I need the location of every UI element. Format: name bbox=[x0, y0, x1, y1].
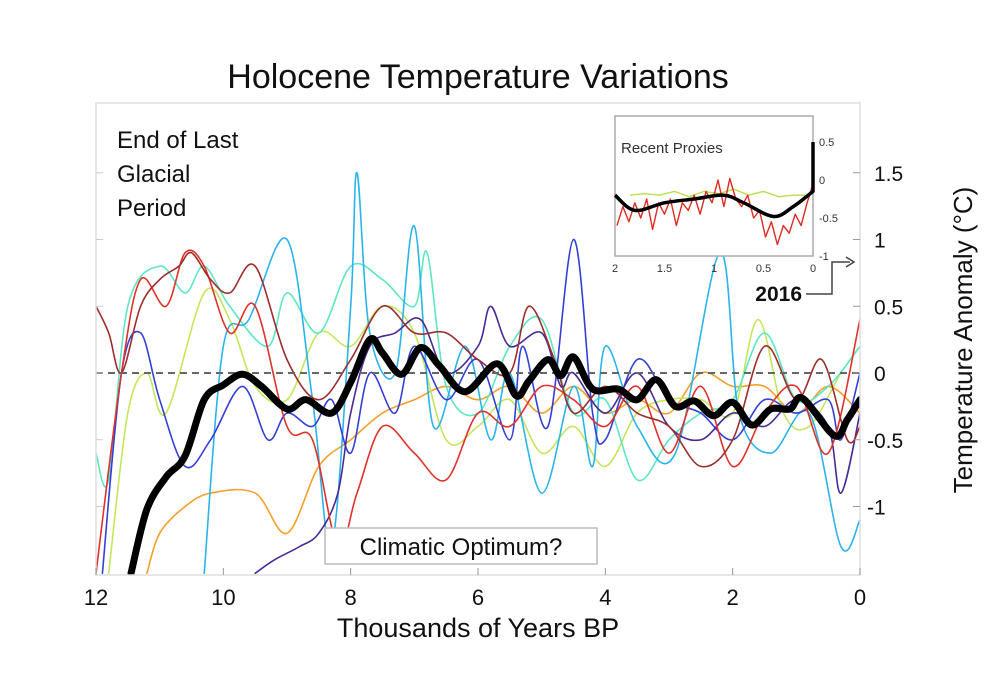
inset-x-tick-label: 0.5 bbox=[756, 263, 771, 275]
x-tick-label: 12 bbox=[84, 585, 108, 610]
x-tick-label: 0 bbox=[854, 585, 866, 610]
y-tick-label: -1 bbox=[867, 497, 886, 520]
y-ticks: 1.5 1 0.5 0 -0.5 -1 bbox=[96, 163, 903, 520]
chart-title: Holocene Temperature Variations bbox=[227, 58, 728, 96]
x-tick-label: 4 bbox=[599, 585, 611, 610]
y-tick-label: -0.5 bbox=[867, 430, 903, 453]
series-line-proxy-red bbox=[96, 249, 860, 575]
inset-y-tick-label: -1 bbox=[819, 251, 829, 263]
x-ticks: 12 10 8 6 4 2 0 bbox=[84, 568, 866, 610]
y-tick-label: 0.5 bbox=[874, 296, 903, 319]
series-line-proxy-darkred bbox=[96, 251, 860, 468]
inset-y-tick-label: 0 bbox=[819, 175, 825, 187]
series-line-proxy-purple bbox=[254, 305, 860, 575]
annotation-glacial-line3: Period bbox=[117, 195, 186, 222]
inset-line-recent-red bbox=[616, 177, 814, 246]
x-tick-label: 6 bbox=[472, 585, 484, 610]
optimum-box bbox=[324, 527, 598, 565]
annotation-glacial-line1: End of Last bbox=[117, 127, 239, 154]
inset-series-layer bbox=[613, 142, 815, 246]
series-line-proxy-aqua bbox=[96, 250, 860, 488]
y-axis-label: Temperature Anomaly (°C) bbox=[948, 187, 978, 494]
series-layer bbox=[96, 171, 860, 575]
y-tick-label: 1 bbox=[874, 230, 886, 253]
inset-title: Recent Proxies bbox=[621, 140, 723, 157]
inset-y-tick-label: 0.5 bbox=[819, 137, 834, 149]
series-line-proxy-blue bbox=[101, 238, 860, 575]
annotation-optimum: Climatic Optimum? bbox=[360, 534, 563, 561]
x-tick-label: 2 bbox=[727, 585, 739, 610]
series-line-mean bbox=[127, 335, 860, 575]
inset-x-tick-label: 0 bbox=[810, 263, 816, 275]
inset-x-tick-label: 1 bbox=[711, 263, 717, 275]
inset-x-tick-label: 2 bbox=[612, 263, 618, 275]
year-arrow-head bbox=[845, 256, 856, 268]
x-axis-label: Thousands of Years BP bbox=[337, 613, 619, 643]
year-arrow bbox=[806, 261, 850, 295]
inset-line-recent-mean bbox=[613, 142, 815, 219]
inset-ticks: 2 1.5 1 0.5 0 0.5 0 -0.5 -1 bbox=[612, 137, 838, 275]
y-tick-label: 0 bbox=[874, 363, 886, 386]
x-tick-label: 10 bbox=[211, 585, 235, 610]
inset-background bbox=[614, 115, 814, 257]
y-tick-label: 1.5 bbox=[874, 163, 903, 186]
inset-y-tick-label: -0.5 bbox=[819, 213, 838, 225]
annotation-glacial-line2: Glacial bbox=[117, 161, 190, 188]
mean-layer bbox=[127, 335, 860, 575]
x-tick-label: 8 bbox=[345, 585, 357, 610]
annotation-year: 2016 bbox=[755, 283, 802, 306]
inset-x-tick-label: 1.5 bbox=[657, 263, 672, 275]
